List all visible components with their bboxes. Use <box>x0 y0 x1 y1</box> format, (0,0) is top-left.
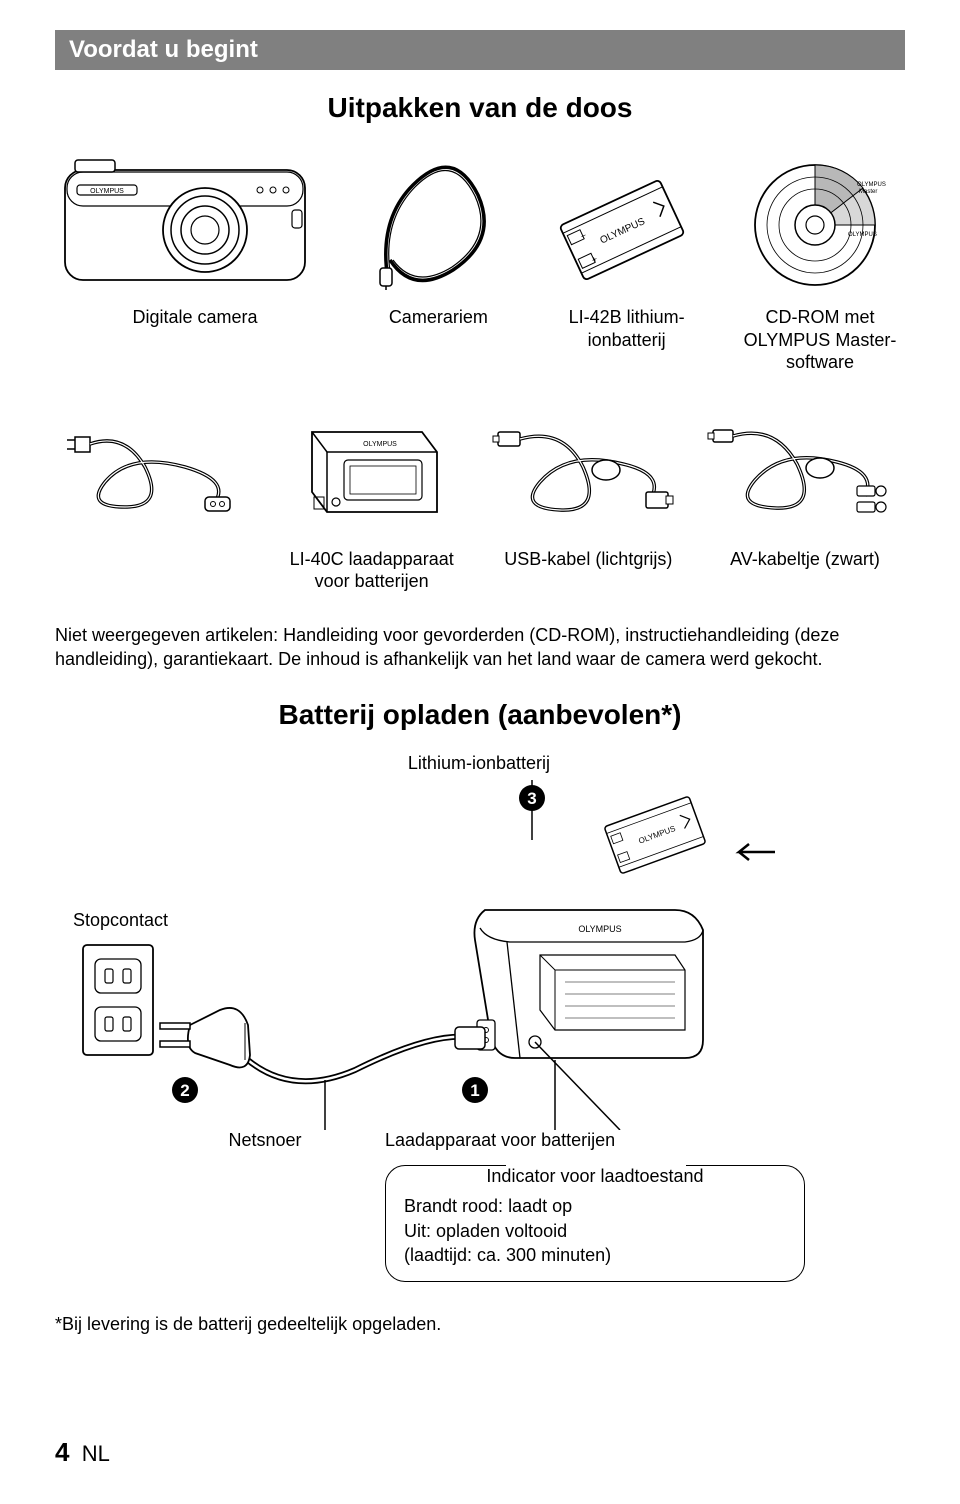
indicator-title: Indicator voor laadtoestand <box>404 1164 786 1188</box>
lithium-label: Lithium-ionbatterij <box>55 753 550 774</box>
battery-caption: LI-42B lithium-ionbatterij <box>542 298 712 374</box>
camera-caption: Digitale camera <box>55 298 335 374</box>
svg-text:1: 1 <box>470 1081 479 1100</box>
usb-caption: USB-kabel (lichtgrijs) <box>488 540 688 571</box>
page-lang: NL <box>82 1441 110 1466</box>
charge-bottom-labels: Netsnoer Laadapparaat voor batterijen In… <box>55 1130 905 1282</box>
indicator-box: Indicator voor laadtoestand Brandt rood:… <box>385 1165 805 1282</box>
title-unpack: Uitpakken van de doos <box>55 92 905 124</box>
footnote: *Bij levering is de batterij gedeeltelij… <box>55 1314 905 1335</box>
svg-text:OLYMPUS: OLYMPUS <box>363 441 397 448</box>
svg-text:OLYMPUS: OLYMPUS <box>578 924 621 934</box>
cdrom-caption: CD-ROM met OLYMPUS Master-software <box>735 298 905 374</box>
title-charge: Batterij opladen (aanbevolen*) <box>55 699 905 731</box>
av-cable-illustration <box>705 412 905 532</box>
svg-text:3: 3 <box>527 789 536 808</box>
battery-illustration: OLYMPUS + − <box>542 170 712 290</box>
strap-illustration <box>358 150 518 290</box>
powercord-illustration <box>55 412 255 532</box>
charger-caption: LI-40C laadapparaat voor batterijen <box>272 540 472 593</box>
row1-images: OLYMPUS OLYMPUS <box>55 150 905 290</box>
camera-illustration: OLYMPUS <box>55 150 335 290</box>
svg-text:Master: Master <box>859 189 877 195</box>
status-time: (laadtijd: ca. 300 minuten) <box>404 1243 786 1267</box>
page-number: 4 <box>55 1437 69 1467</box>
strap-caption: Camerariem <box>358 298 518 374</box>
page-footer: 4 NL <box>55 1437 110 1468</box>
netsnoer-label: Netsnoer <box>55 1130 375 1282</box>
svg-text:2: 2 <box>180 1081 189 1100</box>
charger-label: Laadapparaat voor batterijen <box>385 1130 905 1151</box>
cdrom-illustration: OLYMPUS Master OLYMPUS <box>735 160 905 290</box>
svg-text:OLYMPUS: OLYMPUS <box>848 232 877 238</box>
section-header: Voordat u begint <box>55 30 905 70</box>
charger-illustration: OLYMPUS <box>272 402 472 532</box>
row1-captions: Digitale camera Camerariem LI-42B lithiu… <box>55 298 905 374</box>
status-off: Uit: opladen voltooid <box>404 1219 786 1243</box>
charge-diagram: 3 OLYMPUS <box>55 780 905 1130</box>
outlet-label: Stopcontact <box>73 910 168 931</box>
row2-captions: LI-40C laadapparaat voor batterijen USB-… <box>55 540 905 593</box>
body-text: Niet weergegeven artikelen: Handleiding … <box>55 623 905 672</box>
powercord-caption <box>55 540 255 548</box>
svg-text:OLYMPUS: OLYMPUS <box>90 188 124 195</box>
usb-cable-illustration <box>488 412 688 532</box>
status-red: Brandt rood: laadt op <box>404 1194 786 1218</box>
av-caption: AV-kabeltje (zwart) <box>705 540 905 571</box>
svg-text:OLYMPUS: OLYMPUS <box>857 182 886 188</box>
row2-images: OLYMPUS <box>55 402 905 532</box>
